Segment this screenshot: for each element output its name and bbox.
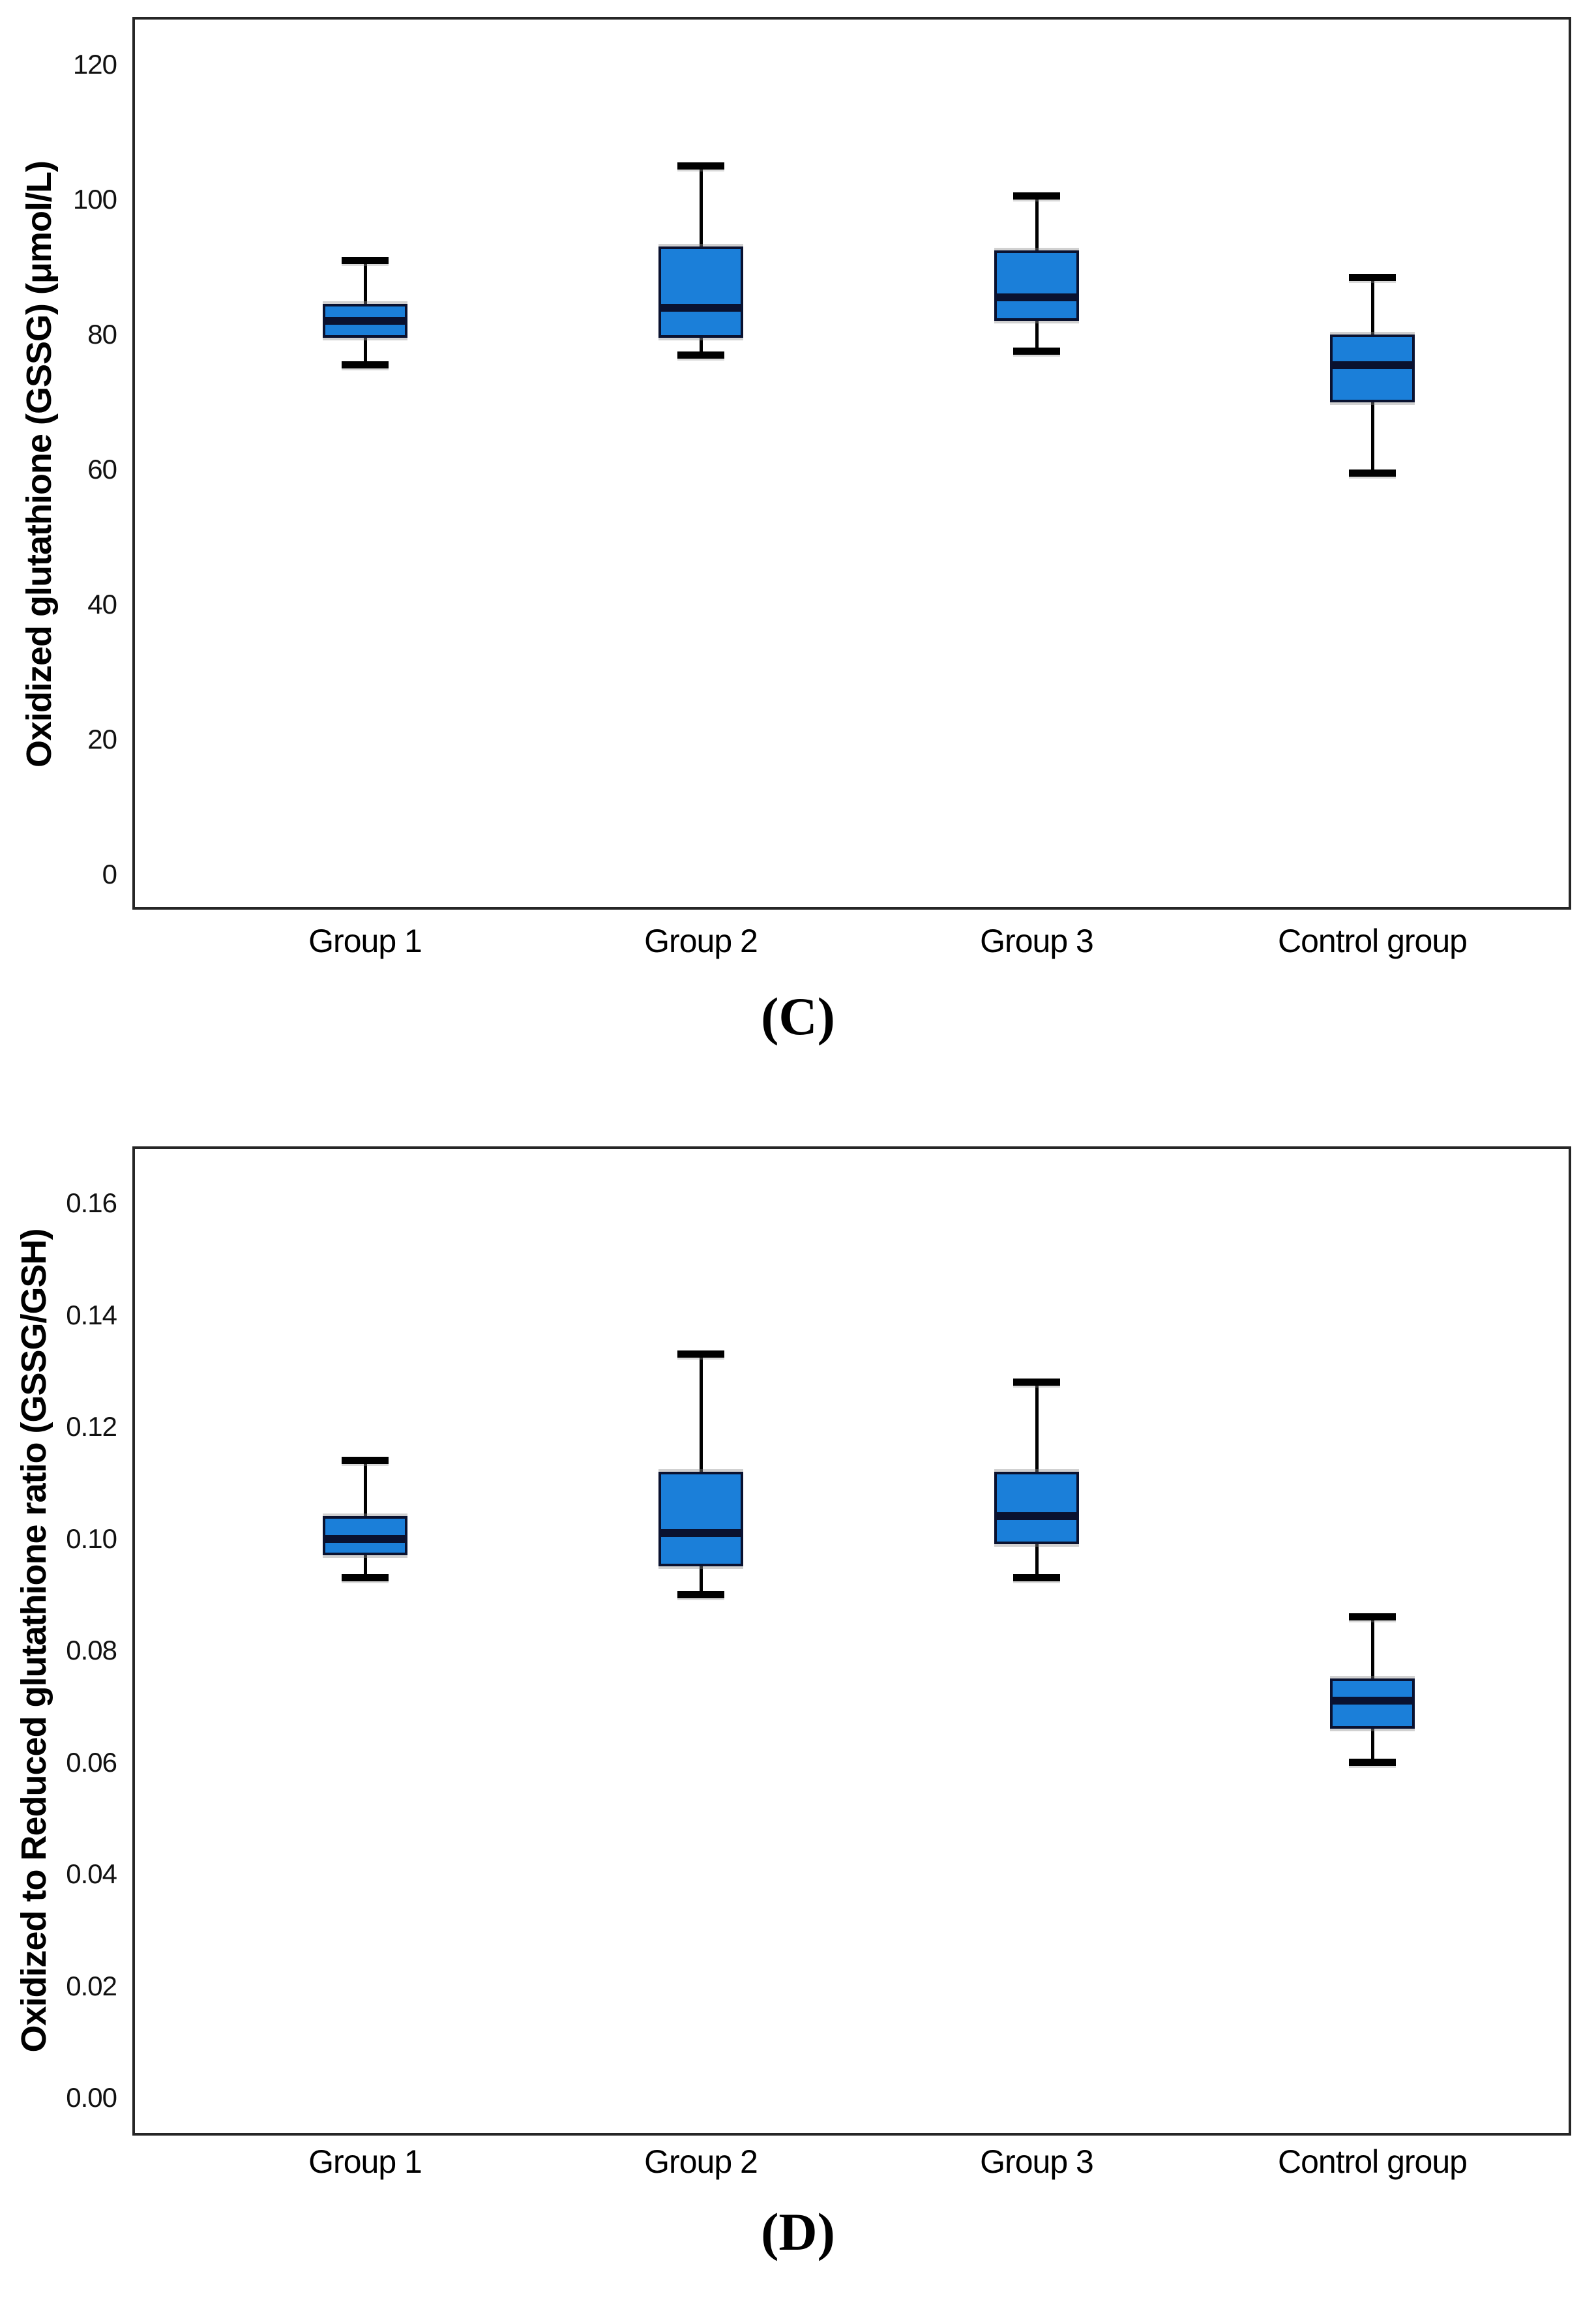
median-line xyxy=(323,317,407,325)
whisker-cap-lower xyxy=(1349,1759,1396,1766)
box-iqr xyxy=(658,1471,743,1567)
whisker-cap-lower xyxy=(342,1574,389,1582)
box-iqr xyxy=(658,246,743,338)
x-category-label-c: Group 3 xyxy=(980,923,1094,959)
x-category-label-d: Control group xyxy=(1278,2143,1468,2180)
whisker-cap-lower xyxy=(1349,469,1396,477)
figure-caption-c: (C) xyxy=(761,987,835,1046)
y-tick-label-d: 0.00 xyxy=(66,2082,117,2113)
y-tick-label-d: 0.04 xyxy=(66,1858,117,1889)
whisker-cap-upper xyxy=(1349,273,1396,281)
y-tick-label-d: 0.08 xyxy=(66,1635,117,1665)
x-category-label-c: Group 1 xyxy=(308,923,422,959)
y-tick-label-c: 100 xyxy=(72,184,117,215)
median-line xyxy=(1330,361,1415,369)
median-line xyxy=(1330,1697,1415,1705)
x-category-label-d: Group 2 xyxy=(644,2143,758,2180)
whisker-cap-lower xyxy=(677,351,724,359)
median-line xyxy=(994,1512,1079,1521)
plot-frame-d xyxy=(132,1146,1571,2136)
box-iqr xyxy=(994,1471,1079,1545)
plot-frame-c xyxy=(132,17,1571,910)
y-tick-label-c: 60 xyxy=(87,454,117,485)
median-line xyxy=(658,303,743,312)
whisker-cap-upper xyxy=(1013,1378,1060,1386)
median-line xyxy=(994,293,1079,302)
whisker-cap-lower xyxy=(1013,1574,1060,1582)
y-tick-label-c: 80 xyxy=(87,319,117,350)
whisker-cap-upper xyxy=(342,256,389,264)
whisker-cap-upper xyxy=(677,162,724,170)
y-tick-label-c: 0 xyxy=(102,859,117,889)
x-category-label-c: Group 2 xyxy=(644,923,758,959)
y-tick-label-d: 0.02 xyxy=(66,1970,117,2001)
x-category-label-c: Control group xyxy=(1278,923,1468,959)
y-tick-label-d: 0.06 xyxy=(66,1746,117,1778)
whisker-cap-upper xyxy=(1013,192,1060,200)
box-iqr xyxy=(994,250,1079,321)
whisker-cap-upper xyxy=(342,1456,389,1464)
median-line xyxy=(323,1534,407,1543)
y-tick-label-d: 0.14 xyxy=(66,1299,117,1330)
whisker-cap-lower xyxy=(677,1590,724,1598)
figure-caption-d: (D) xyxy=(761,2202,835,2261)
whisker-cap-lower xyxy=(1013,348,1060,355)
whisker-cap-upper xyxy=(677,1350,724,1358)
whisker-cap-upper xyxy=(1349,1613,1396,1621)
y-tick-label-c: 20 xyxy=(87,724,117,754)
y-tick-label-d: 0.16 xyxy=(66,1187,117,1218)
median-line xyxy=(658,1528,743,1537)
x-category-label-d: Group 1 xyxy=(308,2143,422,2180)
y-tick-label-c: 40 xyxy=(87,589,117,619)
whisker-cap-lower xyxy=(342,361,389,369)
y-tick-label-c: 120 xyxy=(72,49,117,80)
y-tick-label-d: 0.10 xyxy=(66,1523,117,1554)
x-category-label-d: Group 3 xyxy=(980,2143,1094,2180)
y-tick-label-d: 0.12 xyxy=(66,1411,117,1442)
